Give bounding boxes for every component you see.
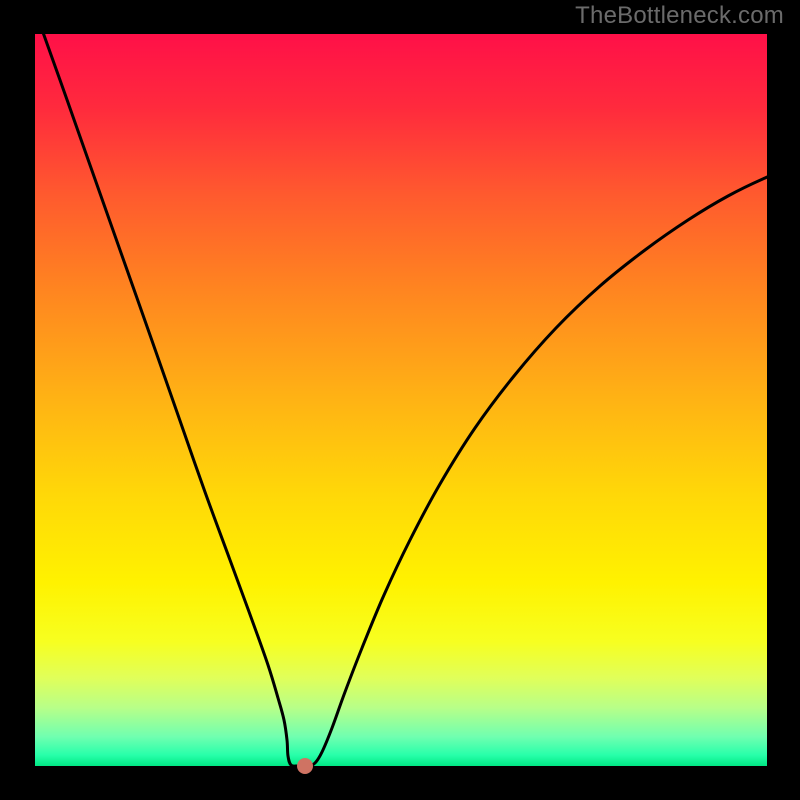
minimum-point-marker (297, 758, 313, 774)
plot-background-gradient (35, 34, 767, 766)
watermark-text: TheBottleneck.com (575, 2, 784, 30)
chart-canvas: TheBottleneck.com (0, 0, 800, 800)
